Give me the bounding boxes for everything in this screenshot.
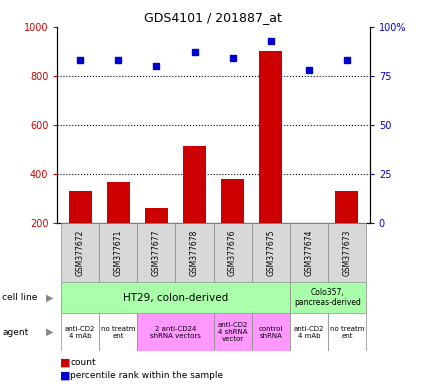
Text: GDS4101 / 201887_at: GDS4101 / 201887_at [144,12,281,25]
Text: 2 anti-CD24
shRNA vectors: 2 anti-CD24 shRNA vectors [150,326,201,339]
Bar [221,179,244,272]
Bar [328,313,366,351]
Text: anti-CD2
4 shRNA
vector: anti-CD2 4 shRNA vector [218,322,248,342]
Bar [290,313,328,351]
Bar [252,313,290,351]
Bar [298,246,320,272]
Text: anti-CD2
4 mAb: anti-CD2 4 mAb [65,326,96,339]
Text: ▶: ▶ [46,327,54,337]
Bar [335,191,358,272]
Bar [99,223,137,282]
Bar [328,223,366,282]
Text: ■: ■ [60,371,70,381]
Bar [214,313,252,351]
Text: percentile rank within the sample: percentile rank within the sample [70,371,223,380]
Text: cell line: cell line [2,293,37,302]
Text: GSM377671: GSM377671 [114,229,123,276]
Bar [176,223,214,282]
Text: count: count [70,358,96,367]
Text: GSM377675: GSM377675 [266,229,275,276]
Bar [61,313,99,351]
Bar [214,223,252,282]
Text: no treatm
ent: no treatm ent [101,326,136,339]
Bar [290,223,328,282]
Bar [61,223,99,282]
Text: GSM377673: GSM377673 [343,229,351,276]
Bar [145,208,168,272]
Bar [69,191,92,272]
Bar [252,223,290,282]
Text: anti-CD2
4 mAb: anti-CD2 4 mAb [294,326,324,339]
Text: HT29, colon-derived: HT29, colon-derived [123,293,228,303]
Text: ▶: ▶ [46,293,54,303]
Bar [183,146,206,272]
Bar [137,223,176,282]
Text: control
shRNA: control shRNA [258,326,283,339]
Text: GSM377678: GSM377678 [190,229,199,276]
Text: ■: ■ [60,358,70,368]
Text: GSM377672: GSM377672 [76,229,85,276]
Bar [259,51,282,272]
Bar [290,282,366,313]
Text: GSM377674: GSM377674 [304,229,313,276]
Text: GSM377677: GSM377677 [152,229,161,276]
Bar [137,313,214,351]
Bar [61,282,290,313]
Bar [99,313,137,351]
Text: Colo357,
pancreas-derived: Colo357, pancreas-derived [295,288,361,307]
Text: no treatm
ent: no treatm ent [330,326,364,339]
Text: GSM377676: GSM377676 [228,229,237,276]
Text: agent: agent [2,328,28,337]
Bar [107,182,130,272]
